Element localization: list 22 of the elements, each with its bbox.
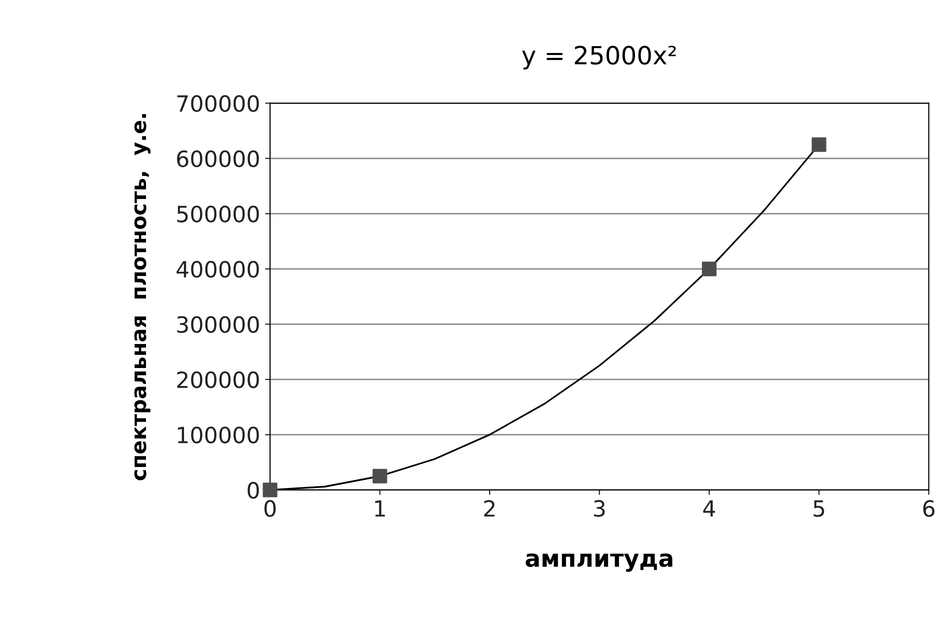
x-tick-label: 2: [484, 500, 494, 517]
y-tick-label: 300000: [177, 316, 259, 333]
point: [702, 262, 716, 276]
chart-title: y = 25000x²: [522, 46, 676, 70]
x-tick-label: 6: [923, 500, 934, 517]
x-axis-title: амплитуда: [526, 553, 672, 572]
y-tick-label: 0: [248, 482, 259, 499]
point: [372, 468, 388, 484]
point: [812, 137, 826, 152]
y-axis-title: спектральная плотность, у.е.: [134, 114, 151, 480]
y-tick-label: 200000: [177, 371, 259, 388]
y-tick-label: 400000: [176, 260, 259, 278]
x-tick-label: 4: [703, 500, 716, 517]
y-tick-label: 500000: [177, 206, 259, 222]
y-tick-label: 700000: [177, 95, 259, 112]
x-tick-label: 1: [375, 500, 385, 517]
y-tick-label: 600000: [177, 150, 259, 168]
x-tick-label: 3: [594, 500, 605, 517]
x-tick-label: 5: [814, 500, 824, 517]
point: [262, 482, 278, 498]
x-tick-label: 0: [264, 500, 276, 517]
y-tick-label: 100000: [178, 426, 259, 444]
